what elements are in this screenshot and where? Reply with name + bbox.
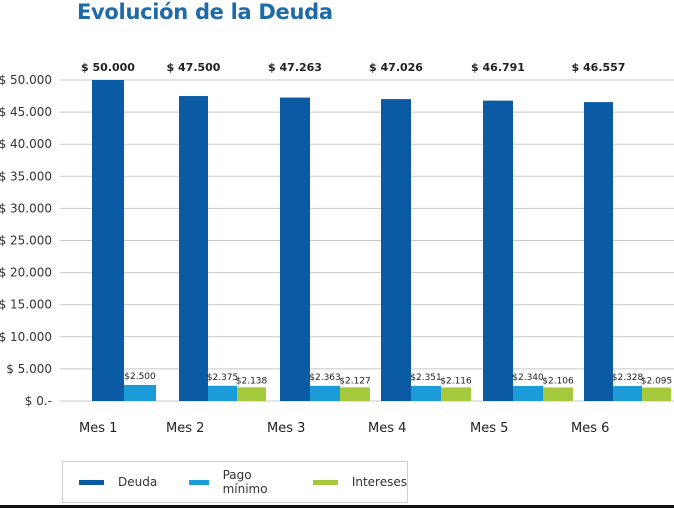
bar-intereses — [642, 387, 671, 401]
y-tick-label: $ 30.000 — [0, 201, 52, 215]
legend: Deuda Pago mínimo Intereses — [62, 461, 408, 503]
bar-deuda — [280, 97, 310, 402]
x-tick-label: Mes 3 — [267, 421, 305, 436]
x-tick-label: Mes 1 — [79, 421, 117, 436]
legend-label: Pago mínimo — [222, 468, 268, 496]
data-label: $2.116 — [440, 376, 472, 386]
y-tick-label: $ 35.000 — [0, 169, 52, 183]
y-tick-label: $ 25.000 — [0, 234, 52, 248]
data-label: $ 46.791 — [471, 61, 525, 74]
legend-item-deuda: Deuda — [79, 475, 157, 489]
data-label: $2.351 — [410, 373, 442, 383]
data-label: $2.363 — [309, 373, 341, 383]
legend-item-pago-minimo: Pago mínimo — [189, 468, 283, 496]
bar-pago-mínimo — [513, 385, 543, 401]
x-tick-label: Mes 6 — [571, 421, 609, 436]
bottom-border — [0, 505, 674, 508]
y-tick-label: $ 20.000 — [0, 266, 52, 280]
bar-deuda — [483, 100, 513, 402]
y-tick-label: $ 45.000 — [0, 105, 52, 119]
x-tick-label: Mes 2 — [166, 421, 204, 436]
legend-label: Intereses — [351, 475, 407, 489]
y-tick-label: $ 0.- — [25, 394, 52, 408]
y-tick-label: $ 15.000 — [0, 298, 52, 312]
legend-swatch — [79, 479, 104, 485]
bar-pago-mínimo — [310, 385, 340, 401]
legend-swatch — [189, 479, 209, 485]
y-tick-label: $ 10.000 — [0, 330, 52, 344]
y-tick-label: $ 5.000 — [6, 362, 52, 376]
bar-deuda — [584, 102, 613, 401]
data-label: $2.127 — [339, 376, 371, 386]
y-tick-label: $ 40.000 — [0, 137, 52, 151]
chart-title: Evolución de la Deuda — [77, 0, 333, 24]
data-label: $2.106 — [542, 376, 574, 386]
bar-pago-mínimo — [613, 386, 642, 401]
bar-pago-mínimo — [411, 385, 441, 401]
legend-label: Deuda — [118, 475, 158, 489]
bar-deuda — [179, 96, 208, 402]
bar-intereses — [441, 387, 471, 401]
bar-intereses — [543, 387, 573, 401]
data-label: $2.328 — [612, 373, 644, 383]
data-label: $ 50.000 — [81, 61, 135, 74]
data-label: $ 46.557 — [572, 61, 626, 74]
bar-pago-mínimo — [208, 385, 237, 401]
y-tick-label: $ 50.000 — [0, 73, 52, 87]
x-tick-label: Mes 4 — [368, 421, 406, 436]
bar-deuda — [92, 80, 124, 401]
bar-intereses — [340, 387, 370, 401]
data-label: $2.375 — [207, 373, 239, 383]
bar-pago-mínimo — [124, 384, 156, 401]
data-label: $2.500 — [124, 372, 156, 382]
data-label: $ 47.263 — [268, 61, 322, 74]
bar-chart: $ 0.- $ 5.000 $ 10.000 $ 15.000 $ 20.000 $ 25… — [0, 61, 674, 436]
x-tick-label: Mes 5 — [470, 421, 508, 436]
data-label: $ 47.500 — [167, 61, 221, 74]
data-label: $2.095 — [641, 377, 673, 387]
bar-intereses — [237, 387, 266, 401]
legend-swatch — [312, 479, 338, 485]
data-label: $2.138 — [236, 376, 268, 386]
legend-item-intereses: Intereses — [312, 475, 407, 489]
data-label: $2.340 — [512, 373, 544, 383]
bar-deuda — [381, 99, 411, 401]
data-label: $ 47.026 — [369, 61, 423, 74]
